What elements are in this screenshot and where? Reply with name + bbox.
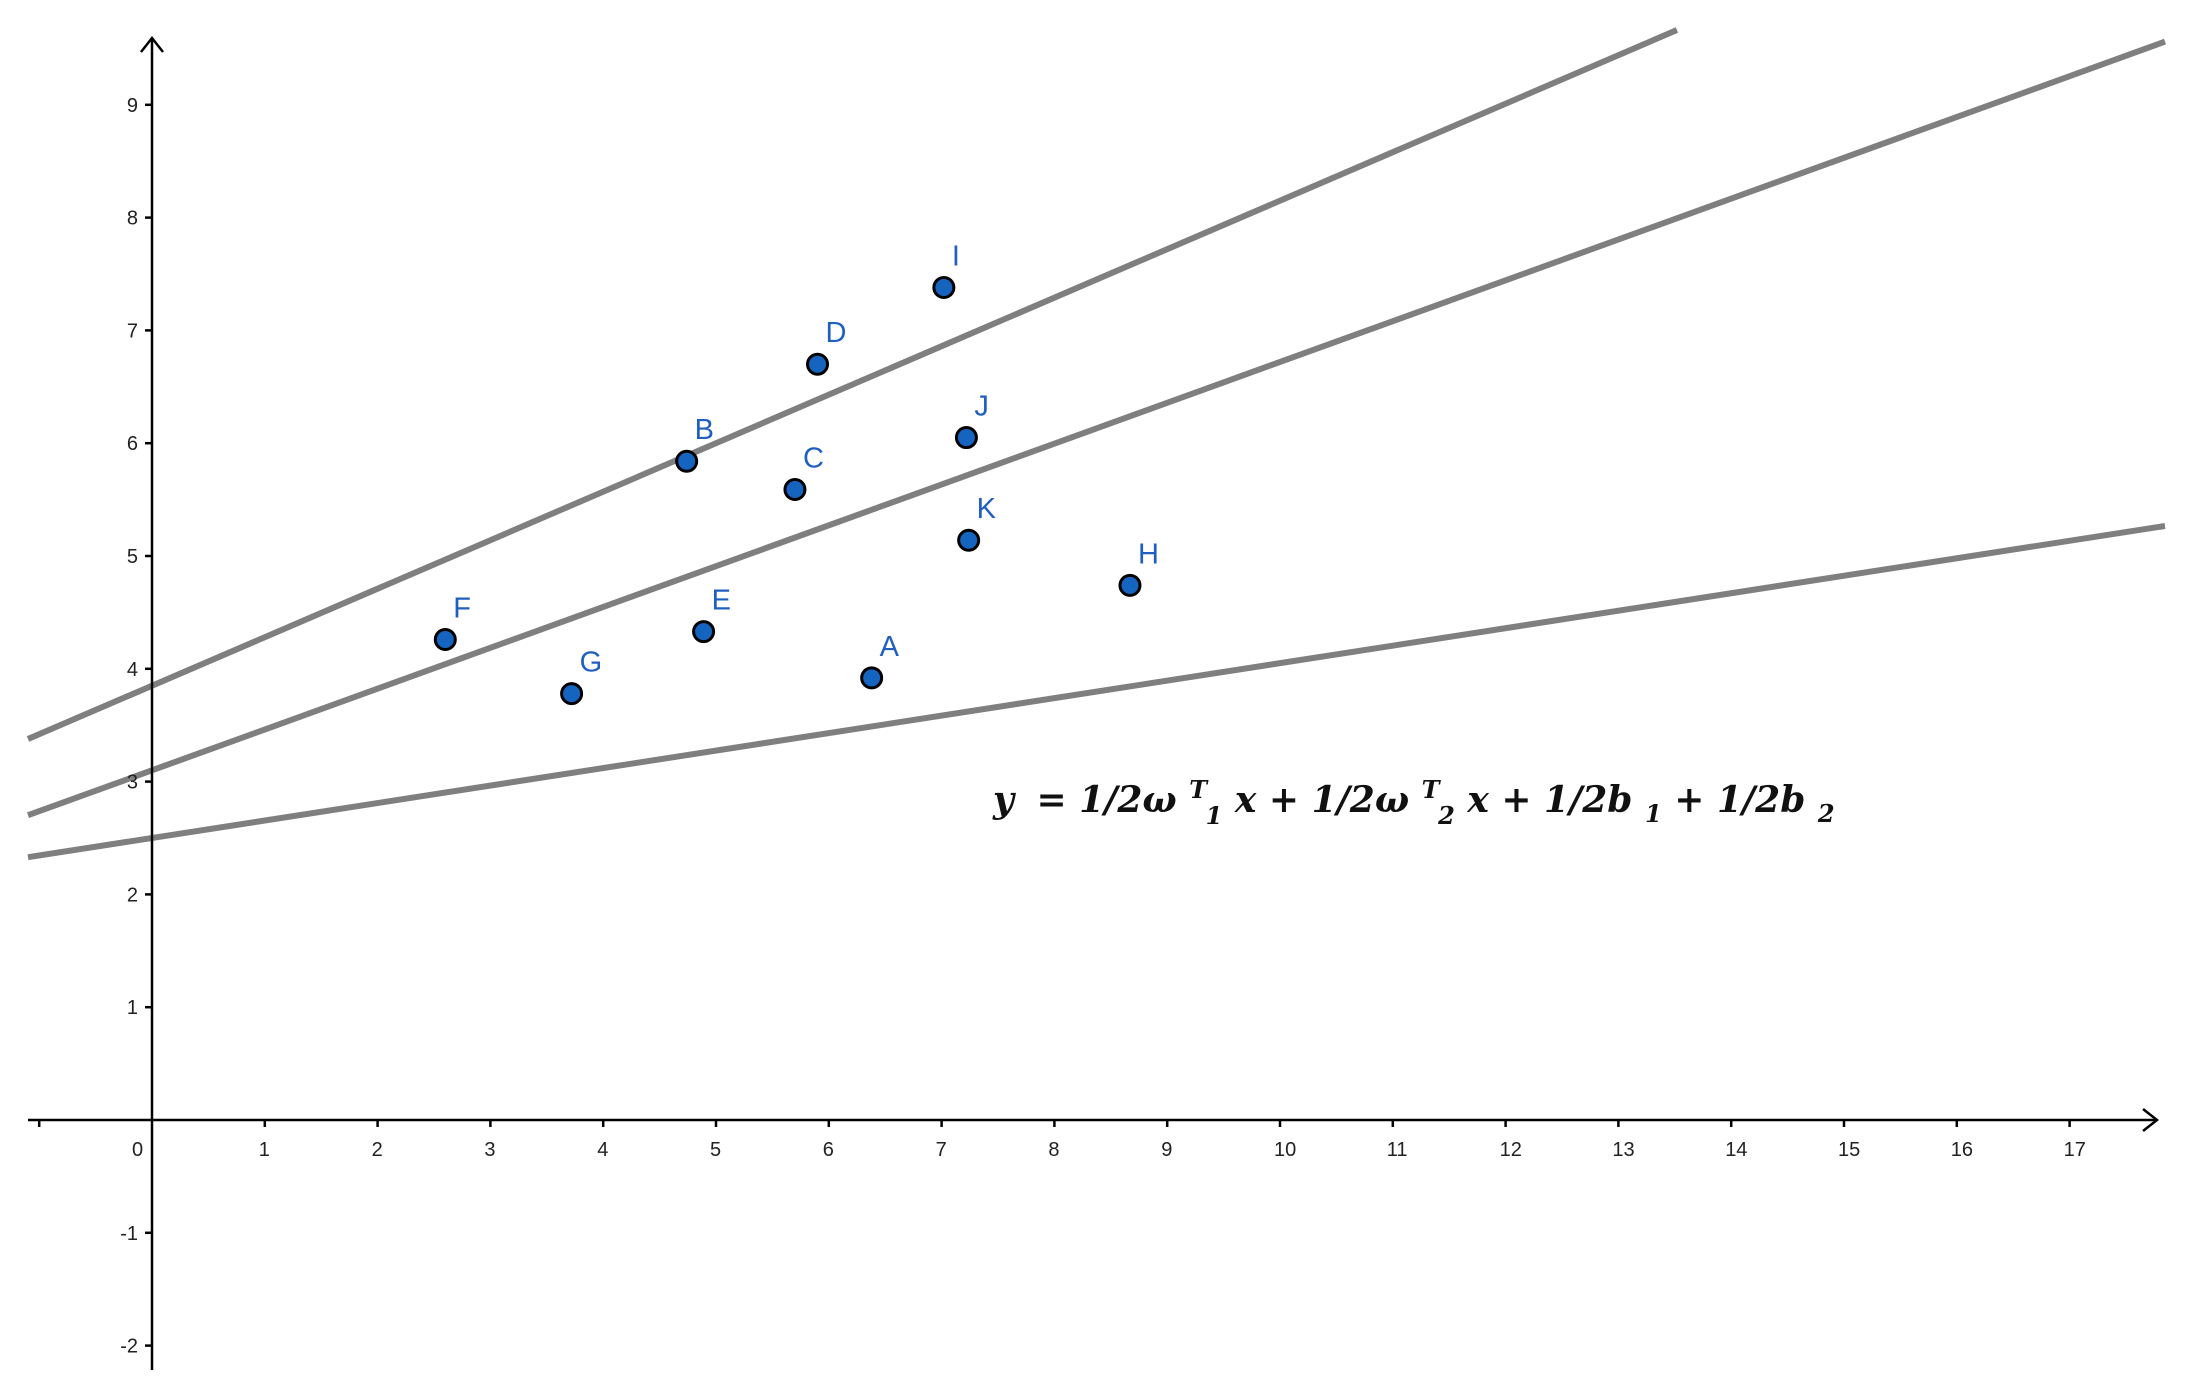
x-tick-label: 17: [2064, 1139, 2086, 1161]
fit-line-1: [26, 27, 1679, 742]
y-tick-label: -1: [120, 1223, 138, 1245]
point-i: [932, 276, 956, 300]
point-label-g: G: [580, 647, 603, 679]
x-tick-label: 9: [1161, 1139, 1172, 1161]
x-tick-label: 2: [372, 1139, 383, 1161]
x-tick-label: 12: [1500, 1139, 1522, 1161]
point-h: [1118, 573, 1142, 597]
x-tick-label: 7: [936, 1139, 947, 1161]
y-tick-label: 3: [127, 772, 138, 794]
point-label-h: H: [1138, 538, 1159, 570]
x-tick-label: 5: [710, 1139, 721, 1161]
y-tick-label: 2: [127, 884, 138, 906]
point-e: [692, 620, 716, 644]
point-label-c: C: [803, 442, 824, 474]
point-label-k: K: [977, 493, 997, 525]
point-b: [675, 449, 699, 473]
y-tick-label: 5: [127, 546, 138, 568]
x-tick-label: 13: [1612, 1139, 1634, 1161]
point-c: [783, 477, 807, 501]
point-label-e: E: [712, 585, 731, 617]
x-tick-label: 1: [259, 1139, 270, 1161]
y-tick-label: -2: [120, 1336, 138, 1358]
y-tick-label: 1: [127, 997, 138, 1019]
point-label-i: I: [952, 241, 960, 273]
point-k: [957, 528, 981, 552]
annotation-formula: y = 1/2ω T 1 x + 1/2ω T 2 x + 1/2b 1 + 1…: [992, 765, 1835, 833]
x-axis-arrow: [2142, 1108, 2160, 1132]
point-a: [860, 666, 884, 690]
y-tick-label: 6: [127, 433, 138, 455]
x-tick-label: 3: [484, 1139, 495, 1161]
fit-line-3: [27, 523, 2166, 861]
x-tick-label: 14: [1725, 1139, 1747, 1161]
y-tick-label: 8: [127, 208, 138, 230]
x-tick-label: 8: [1048, 1139, 1059, 1161]
y-axis-arrow: [140, 35, 164, 53]
point-label-f: F: [453, 592, 471, 624]
y-tick-label: 7: [127, 320, 138, 342]
data-points: A B C D E F G H I J K: [433, 241, 1159, 706]
point-label-d: D: [826, 317, 847, 349]
point-label-b: B: [695, 414, 714, 446]
point-j: [954, 426, 978, 450]
fit-line-2: [26, 38, 2167, 819]
x-tick-label: 16: [1951, 1139, 1973, 1161]
point-label-j: J: [974, 391, 989, 423]
x-tick-label: 4: [597, 1139, 608, 1161]
x-tick-label: 6: [823, 1139, 834, 1161]
point-label-a: A: [880, 631, 900, 663]
point-f: [433, 627, 457, 651]
y-tick-label: 4: [127, 659, 138, 681]
fit-lines: [26, 27, 2167, 861]
point-g: [560, 682, 584, 706]
x-tick-label: 10: [1274, 1139, 1296, 1161]
x-tick-label: 11: [1387, 1139, 1408, 1161]
x-tick-label: 15: [1838, 1139, 1860, 1161]
point-d: [806, 352, 830, 376]
axes: [28, 35, 2160, 1370]
y-tick-label: 9: [127, 95, 138, 117]
x-tick-label: 0: [132, 1139, 143, 1161]
